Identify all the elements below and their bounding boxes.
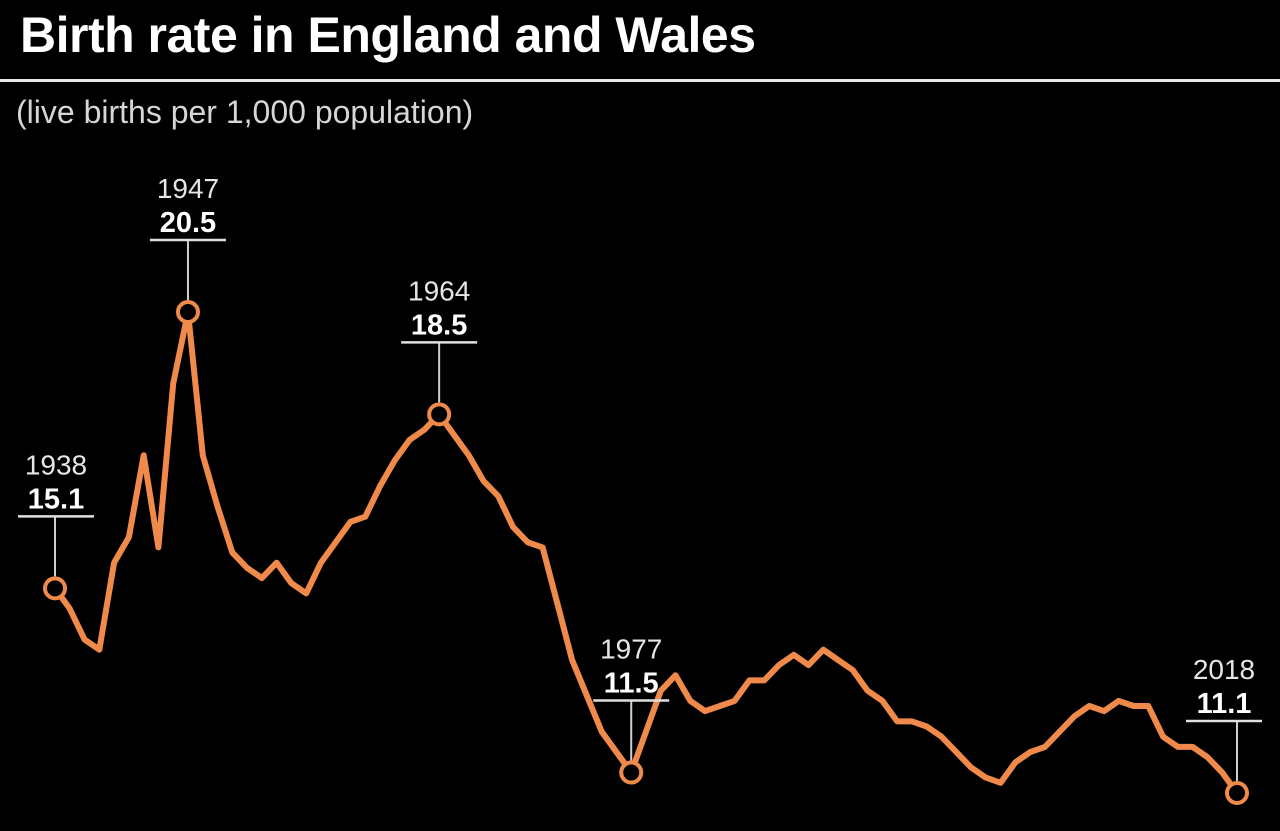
annotation-value-2018: 11.1 <box>1197 688 1252 720</box>
annotation-year-1947: 1947 <box>157 173 219 204</box>
annotation-value-1964: 18.5 <box>411 309 467 341</box>
annotation-value-1977: 11.5 <box>604 668 659 700</box>
chart-title: Birth rate in England and Wales <box>20 7 756 63</box>
annotation-value-1938: 15.1 <box>28 483 84 515</box>
annotation-year-1964: 1964 <box>408 275 470 306</box>
point-marker-2018 <box>1225 781 1249 805</box>
point-marker-1964 <box>427 402 452 427</box>
title-divider <box>0 79 1280 82</box>
chart-subtitle: (live births per 1,000 population) <box>16 94 474 130</box>
point-marker-1938 <box>43 576 67 601</box>
point-marker-1947 <box>175 300 200 324</box>
annotation-year-1977: 1977 <box>600 634 662 665</box>
annotation-value-1947: 20.5 <box>160 207 216 239</box>
annotation-year-1938: 1938 <box>25 449 87 480</box>
point-marker-1977 <box>619 760 644 785</box>
annotation-year-2018: 2018 <box>1193 654 1255 685</box>
series-line <box>52 309 1240 796</box>
